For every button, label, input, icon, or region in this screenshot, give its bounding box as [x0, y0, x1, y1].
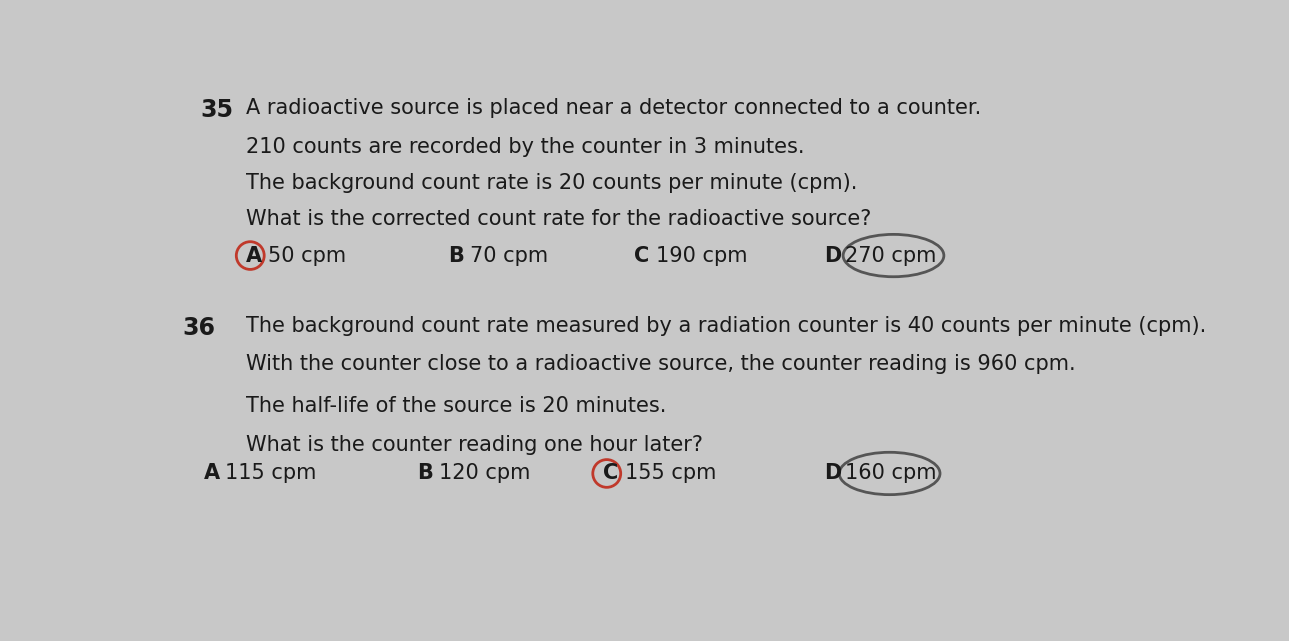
Text: 50 cpm: 50 cpm [268, 246, 347, 265]
Text: What is the corrected count rate for the radioactive source?: What is the corrected count rate for the… [246, 210, 871, 229]
Text: 36: 36 [183, 315, 215, 340]
Text: 270 cpm: 270 cpm [846, 246, 937, 265]
Text: C: C [603, 463, 619, 483]
Text: D: D [824, 463, 840, 483]
Text: D: D [824, 246, 840, 265]
Text: What is the counter reading one hour later?: What is the counter reading one hour lat… [246, 435, 704, 455]
Text: A radioactive source is placed near a detector connected to a counter.: A radioactive source is placed near a de… [246, 99, 982, 119]
Text: A: A [246, 246, 263, 265]
Text: The background count rate measured by a radiation counter is 40 counts per minut: The background count rate measured by a … [246, 315, 1207, 336]
Text: 115 cpm: 115 cpm [226, 463, 317, 483]
Text: A: A [204, 463, 220, 483]
Text: 155 cpm: 155 cpm [625, 463, 715, 483]
Text: 160 cpm: 160 cpm [846, 463, 937, 483]
Text: B: B [416, 463, 433, 483]
Text: 210 counts are recorded by the counter in 3 minutes.: 210 counts are recorded by the counter i… [246, 137, 804, 157]
Text: 190 cpm: 190 cpm [656, 246, 748, 265]
Text: 120 cpm: 120 cpm [438, 463, 530, 483]
Text: The half-life of the source is 20 minutes.: The half-life of the source is 20 minute… [246, 397, 666, 417]
Text: With the counter close to a radioactive source, the counter reading is 960 cpm.: With the counter close to a radioactive … [246, 354, 1076, 374]
Text: B: B [447, 246, 464, 265]
Text: 35: 35 [200, 99, 233, 122]
Text: The background count rate is 20 counts per minute (cpm).: The background count rate is 20 counts p… [246, 173, 857, 193]
Text: 70 cpm: 70 cpm [469, 246, 548, 265]
Text: C: C [634, 246, 650, 265]
